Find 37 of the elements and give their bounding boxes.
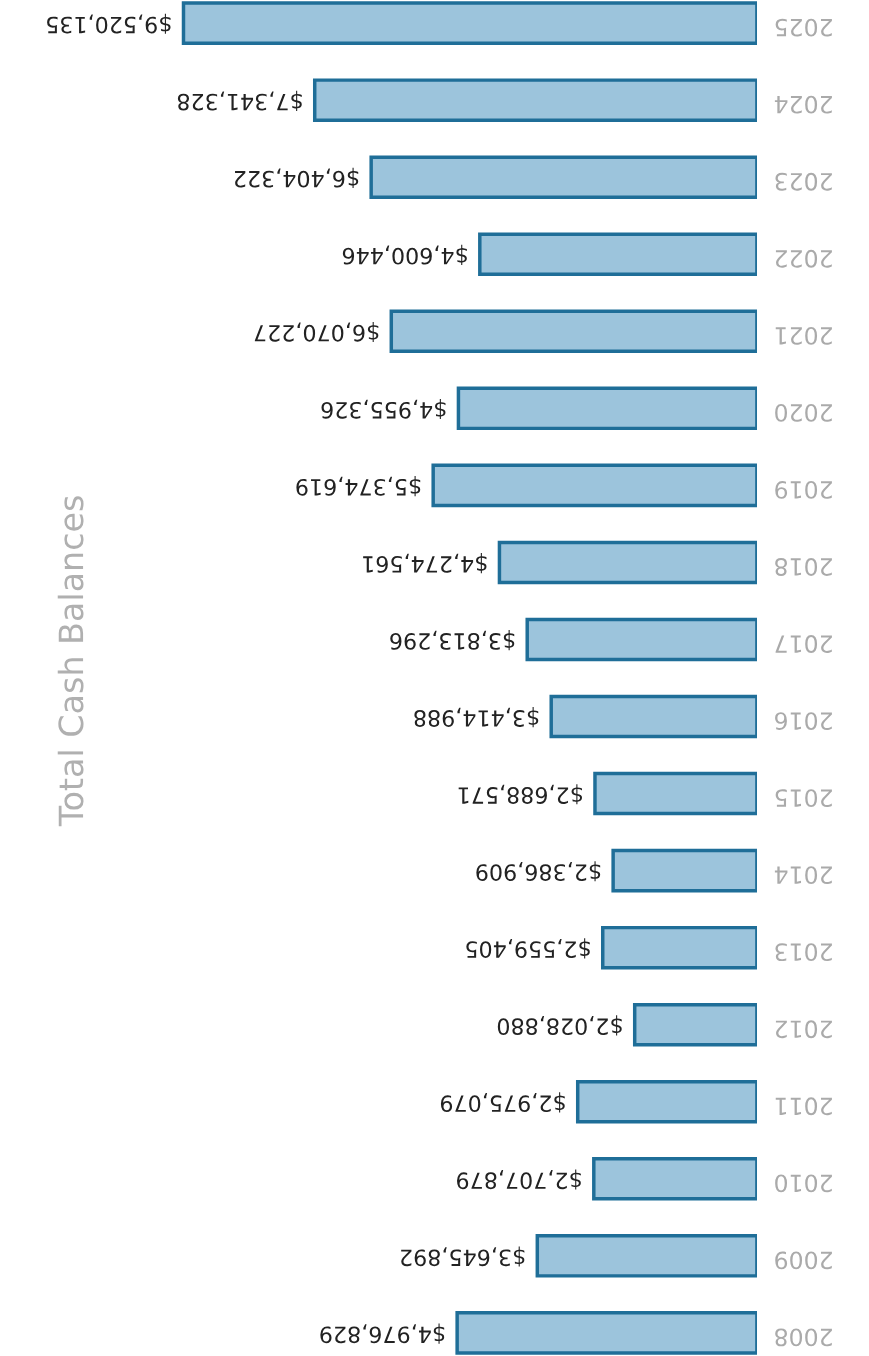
data-label: $3,645,892: [401, 1246, 525, 1267]
data-label: $2,028,880: [497, 1015, 622, 1036]
y-tick-label: 2025: [775, 18, 832, 37]
y-tick-label: 2020: [775, 403, 832, 422]
y-tick-label: 2019: [775, 480, 832, 499]
data-label: $6,070,227: [254, 321, 379, 343]
y-tick-label: 2012: [775, 1020, 832, 1039]
y-tick-label: 2011: [775, 1097, 832, 1116]
y-tick-label: 2022: [775, 249, 832, 268]
data-label: $2,975,079: [440, 1092, 565, 1113]
data-label: $3,813,296: [390, 630, 515, 651]
data-label: $2,707,879: [457, 1169, 581, 1190]
data-label: $5,374,619: [296, 475, 421, 497]
data-label: $4,955,326: [321, 398, 446, 420]
data-label: $3,414,988: [414, 707, 539, 728]
y-tick-label: 2017: [775, 635, 832, 653]
data-label: $2,386,909: [476, 861, 601, 882]
y-tick-label: 2013: [775, 943, 832, 962]
data-label: $4,600,446: [342, 244, 467, 265]
y-tick-label: 2024: [774, 95, 832, 114]
y-tick-label: 2016: [775, 712, 832, 730]
data-label: $4,976,829: [320, 1323, 445, 1344]
y-tick-label: 2010: [775, 1174, 832, 1193]
y-tick-label: 2018: [775, 558, 832, 576]
data-label: $9,520,135: [47, 13, 171, 34]
y-tick-label: 2009: [775, 1251, 832, 1270]
data-label: $2,688,571: [458, 784, 583, 805]
data-label: $2,559,405: [466, 938, 590, 959]
data-label: $7,341,328: [177, 90, 302, 111]
data-label: $6,404,322: [235, 167, 359, 188]
text: Total Cash Balances: [57, 496, 84, 827]
y-tick-label: 2014: [774, 866, 832, 885]
y-tick-label: 2021: [775, 326, 832, 345]
y-tick-label: 2015: [775, 789, 832, 808]
data-label: $4,274,561: [363, 553, 487, 574]
y-tick-label: 2008: [775, 1328, 832, 1347]
y-tick-label: 2023: [775, 172, 832, 191]
